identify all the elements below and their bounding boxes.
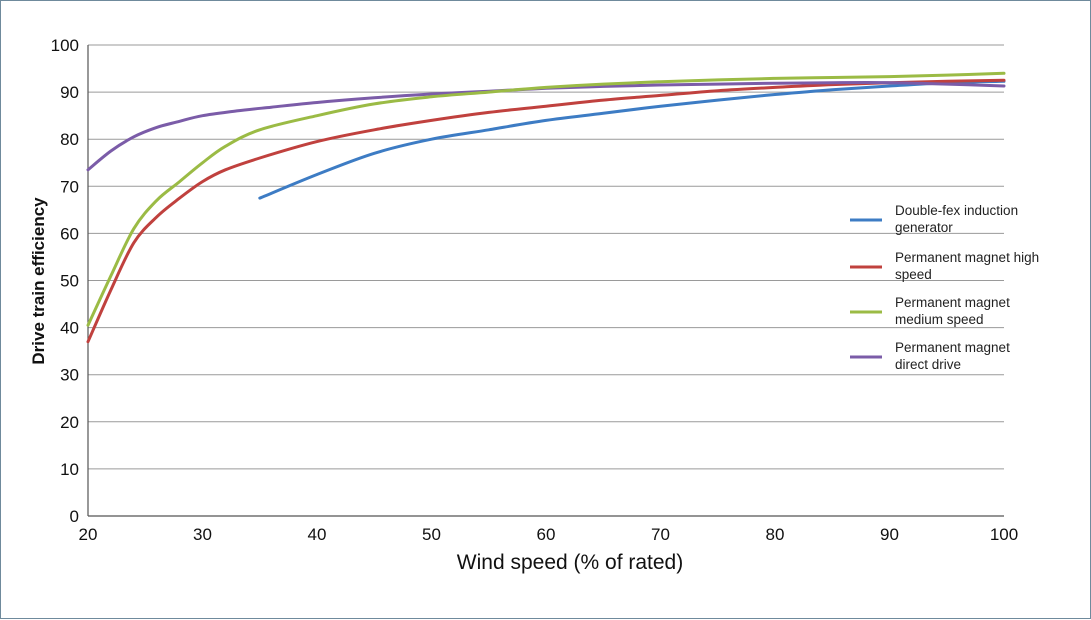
y-axis-title: Drive train efficiency [29, 197, 48, 365]
y-tick-label: 70 [60, 177, 79, 196]
x-tick-label: 40 [308, 525, 327, 544]
y-tick-label: 0 [70, 507, 79, 526]
y-tick-label: 40 [60, 319, 79, 338]
legend: Double-fex induction generator Permanent m… [850, 203, 1039, 372]
series-lines [86, 71, 1006, 344]
y-tick-label: 30 [60, 366, 79, 385]
legend-label: Double-fex induction [895, 203, 1018, 218]
legend-item: Permanent magnet medium speed [850, 295, 1010, 327]
gridlines [87, 44, 1004, 517]
legend-label: direct drive [895, 357, 961, 372]
legend-label: Permanent magnet [895, 295, 1010, 310]
y-tick-label: 50 [60, 272, 79, 291]
series-line-2 [86, 78, 1006, 344]
legend-item: Permanent magnet high speed [850, 250, 1039, 282]
x-tick-label: 20 [79, 525, 98, 544]
y-tick-labels: 0 10 20 30 40 50 60 70 80 90 100 [51, 36, 79, 526]
y-tick-label: 20 [60, 413, 79, 432]
x-tick-label: 100 [990, 525, 1018, 544]
series-line-4 [86, 81, 1006, 172]
legend-item: Double-fex induction generator [850, 203, 1018, 235]
x-axis-title: Wind speed (% of rated) [457, 551, 683, 574]
legend-item: Permanent magnet direct drive [850, 340, 1010, 372]
series-line-3 [86, 71, 1006, 327]
legend-label: generator [895, 220, 953, 235]
x-tick-label: 80 [766, 525, 785, 544]
y-tick-label: 90 [60, 83, 79, 102]
x-tick-label: 30 [193, 525, 212, 544]
x-tick-label: 90 [880, 525, 899, 544]
series-line-1 [258, 79, 1006, 200]
y-tick-label: 80 [60, 130, 79, 149]
legend-label: Permanent magnet [895, 340, 1010, 355]
legend-label: speed [895, 267, 932, 282]
x-tick-labels: 20 30 40 50 60 70 80 90 100 [79, 525, 1019, 544]
x-tick-label: 60 [537, 525, 556, 544]
y-tick-label: 10 [60, 460, 79, 479]
legend-label: Permanent magnet high [895, 250, 1039, 265]
y-tick-label: 100 [51, 36, 79, 55]
x-tick-label: 70 [651, 525, 670, 544]
legend-label: medium speed [895, 312, 984, 327]
x-tick-label: 50 [422, 525, 441, 544]
y-tick-label: 60 [60, 224, 79, 243]
